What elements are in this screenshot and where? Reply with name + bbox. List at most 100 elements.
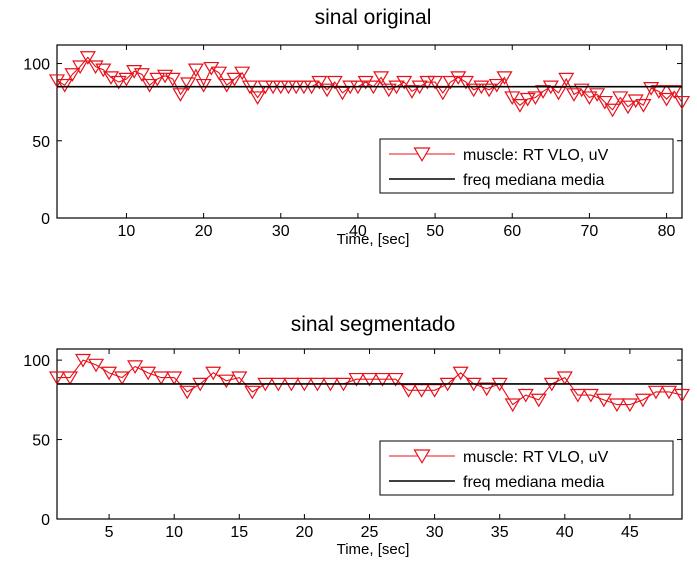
x-tick-label: 35 — [491, 524, 509, 541]
data-point — [203, 61, 220, 76]
data-point — [478, 382, 495, 397]
data-point — [504, 91, 521, 106]
data-point — [527, 91, 544, 106]
legend-marker — [413, 449, 431, 464]
x-tick-label: 50 — [426, 223, 444, 240]
data-point — [218, 374, 235, 389]
data-point — [361, 372, 378, 387]
subplot-sinal-original: sinal original Time, [sec] 10 20 30 40 50 60 7… — [23, 6, 691, 248]
legend: muscle: RT VLO, uV freq mediana media — [379, 440, 674, 496]
data-point — [442, 75, 459, 90]
data-point — [581, 91, 598, 106]
data-point — [249, 91, 266, 106]
legend-label: freq mediana media — [463, 172, 605, 189]
data-point — [535, 85, 552, 99]
data-point — [133, 68, 150, 82]
data-point — [114, 371, 131, 386]
data-point — [658, 92, 675, 107]
data-point — [180, 77, 197, 92]
data-point — [450, 71, 467, 85]
data-point — [635, 99, 652, 113]
signal-line — [56, 56, 683, 111]
legend-marker — [413, 147, 431, 162]
y-tick-label: 100 — [23, 353, 50, 370]
x-tick-label: 40 — [556, 524, 574, 541]
x-tick-label: 40 — [349, 223, 367, 240]
data-point — [604, 103, 621, 118]
data-point — [48, 371, 66, 386]
data-point — [387, 372, 404, 387]
data-point — [488, 78, 505, 93]
data-point — [87, 60, 104, 75]
data-point — [156, 69, 174, 84]
data-point — [48, 74, 66, 89]
x-tick-label: 30 — [272, 223, 290, 240]
data-point — [61, 371, 79, 386]
data-point — [72, 60, 89, 75]
data-point — [126, 65, 143, 79]
data-point — [558, 72, 575, 87]
x-tick-label: 80 — [658, 223, 676, 240]
x-axis-label: Time, [sec] — [337, 541, 410, 558]
data-point — [373, 71, 390, 85]
x-tick-label: 20 — [195, 223, 213, 240]
y-tick-label: 50 — [32, 134, 50, 151]
data-point — [660, 385, 678, 400]
y-tick-label: 0 — [41, 211, 50, 228]
data-point — [101, 366, 118, 381]
data-point — [380, 83, 397, 98]
x-tick-label: 60 — [503, 223, 521, 240]
data-point — [110, 75, 127, 90]
data-point — [231, 371, 248, 386]
data-point — [141, 78, 158, 93]
data-point — [612, 91, 629, 106]
x-axis-label: Time, [sec] — [337, 231, 410, 248]
data-point — [595, 393, 612, 408]
data-point — [596, 95, 613, 110]
data-point — [517, 388, 534, 403]
y-tick-label: 50 — [32, 433, 50, 450]
data-point — [56, 78, 73, 93]
subplot-sinal-segmentado: sinal segmentado Time, [sec] 5 10 15 20 25 30… — [23, 313, 691, 558]
data-point — [481, 83, 498, 98]
data-point — [127, 360, 144, 374]
x-tick-label: 10 — [165, 524, 183, 541]
data-point — [179, 385, 196, 400]
data-point — [673, 95, 691, 110]
data-point — [218, 78, 235, 93]
data-point — [210, 66, 228, 81]
x-tick-label: 15 — [230, 524, 248, 541]
data-point — [673, 388, 691, 403]
data-point — [153, 371, 170, 386]
data-point — [457, 75, 474, 90]
data-point — [452, 366, 469, 381]
data-point — [79, 51, 96, 65]
x-tick-label: 70 — [581, 223, 599, 240]
data-point — [465, 83, 482, 98]
legend: muscle: RT VLO, uV freq mediana media — [379, 138, 674, 194]
data-point — [357, 75, 374, 90]
y-tick-label: 0 — [41, 512, 50, 529]
data-point — [140, 366, 157, 381]
x-tick-label: 5 — [105, 524, 114, 541]
data-point — [634, 393, 651, 408]
data-point — [74, 353, 92, 368]
data-point — [226, 72, 243, 87]
data-point — [374, 372, 391, 387]
data-point — [319, 83, 336, 98]
data-point — [234, 66, 251, 81]
x-tick-label: 25 — [361, 524, 379, 541]
chart-title: sinal segmentado — [291, 313, 456, 336]
data-point — [573, 83, 590, 98]
data-point — [621, 398, 638, 413]
data-point — [627, 94, 644, 109]
data-point — [348, 372, 365, 387]
data-point — [195, 78, 212, 93]
data-point — [556, 371, 573, 386]
data-point — [511, 99, 529, 113]
data-point — [244, 385, 261, 400]
data-point — [164, 72, 181, 87]
data-point — [403, 85, 420, 99]
